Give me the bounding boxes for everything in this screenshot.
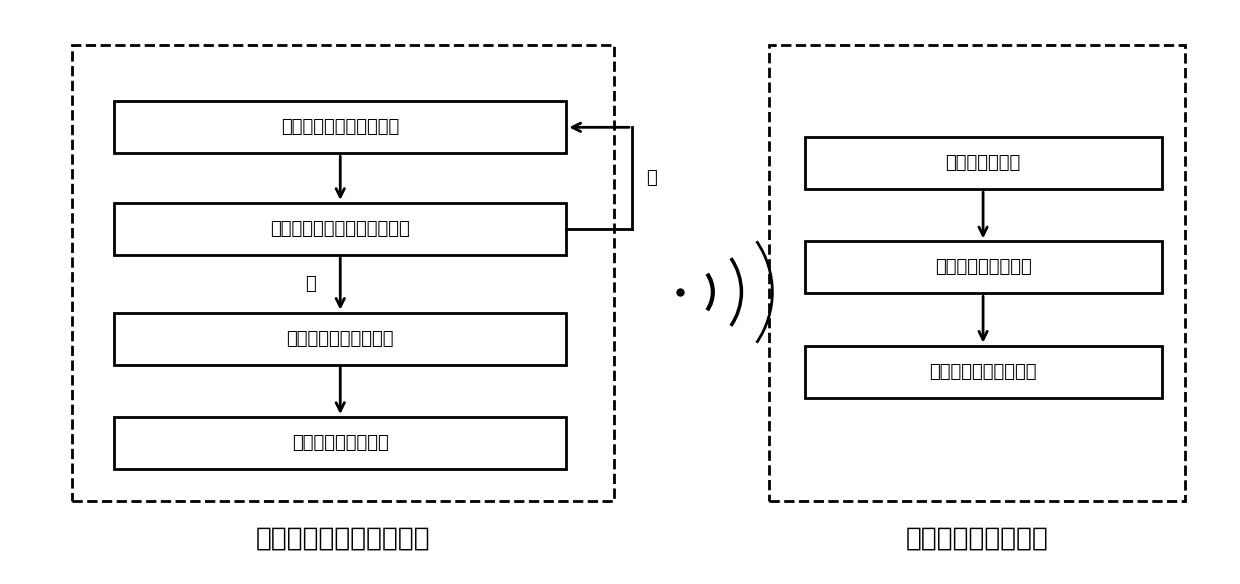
Bar	[114, 312, 567, 365]
Bar	[114, 101, 567, 154]
Text: 是: 是	[305, 274, 316, 293]
Text: 否: 否	[646, 169, 657, 187]
Bar	[805, 241, 1162, 293]
Bar	[114, 203, 567, 255]
Bar	[805, 137, 1162, 189]
Bar	[769, 45, 1185, 500]
Text: 警铃和警灯发出警报: 警铃和警灯发出警报	[935, 258, 1032, 276]
Text: 信号接收及警报装置: 信号接收及警报装置	[905, 526, 1049, 552]
Text: 集成电路形成通路状态: 集成电路形成通路状态	[286, 329, 394, 347]
Text: 断路状态的集成电路系统: 断路状态的集成电路系统	[281, 119, 399, 136]
Bar	[114, 417, 567, 469]
Bar	[72, 45, 614, 500]
Text: 停止操作进行检查维修: 停止操作进行检查维修	[929, 363, 1037, 381]
Text: 监测及信号产生发射装置: 监测及信号产生发射装置	[255, 526, 430, 552]
Text: 銐斗和銐齿是否发生相对位移: 銐斗和銐齿是否发生相对位移	[270, 220, 410, 238]
Text: 产生脉冲信号并发射: 产生脉冲信号并发射	[291, 434, 388, 452]
Text: 接收到脉冲信号: 接收到脉冲信号	[945, 154, 1021, 172]
Bar	[805, 346, 1162, 398]
